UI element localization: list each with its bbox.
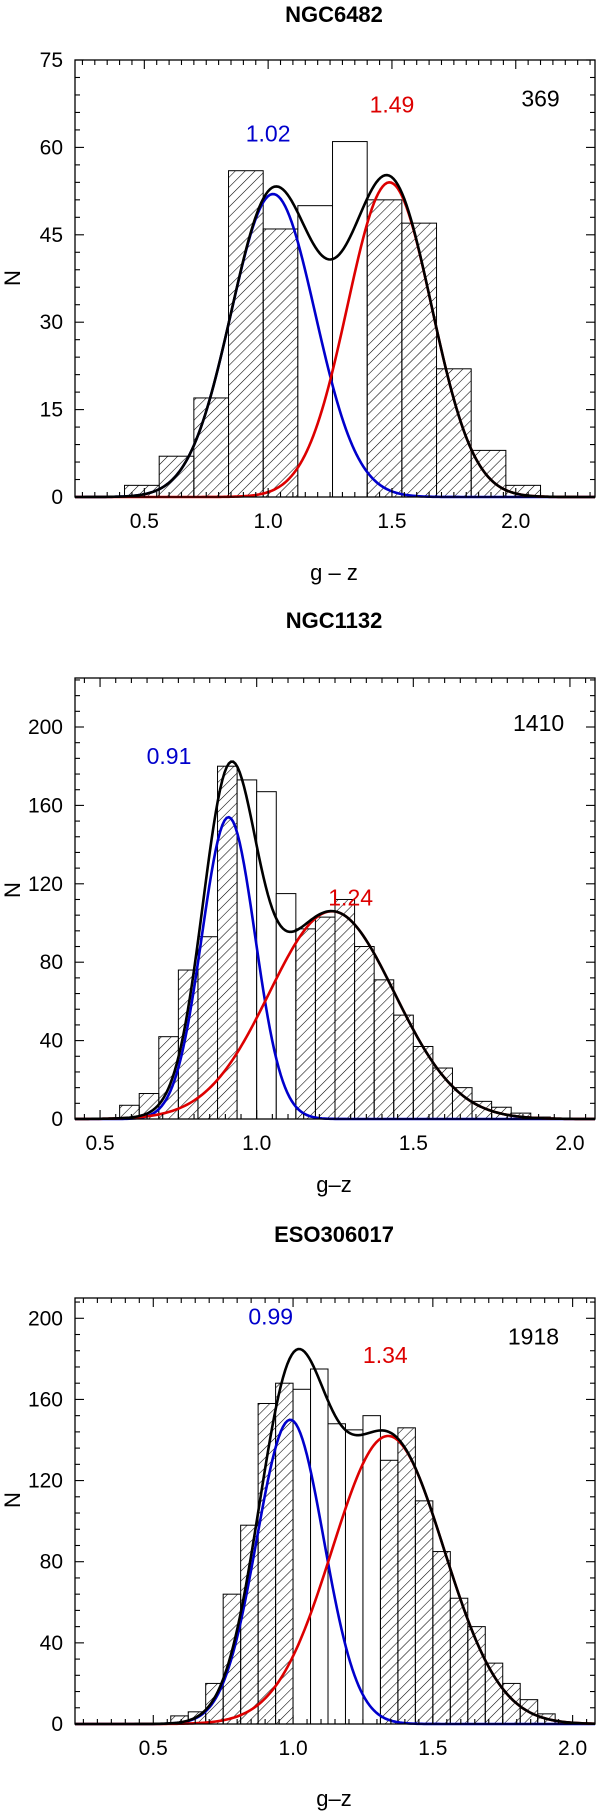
histogram-bar	[295, 928, 316, 1120]
x-tick-label: 1.0	[254, 510, 283, 533]
annotation-label: 1.34	[363, 1342, 408, 1368]
y-tick-label: 160	[28, 1388, 63, 1411]
annotation-label: 1.02	[246, 121, 291, 147]
annotation-label: 1918	[508, 1324, 559, 1350]
panel3-annotations: 0.99 1.34 1918	[248, 1303, 559, 1368]
y-tick-label: 40	[40, 1030, 63, 1053]
panel2-axes: 0.5 1.0 1.5 2.0 0 40 80 120 160 200	[28, 678, 595, 1155]
y-tick-label: 200	[28, 716, 63, 739]
panel3-title: ESO306017	[274, 1222, 394, 1247]
annotation-label: 1410	[513, 710, 564, 736]
panel2-title: NGC1132	[286, 608, 383, 633]
y-tick-label: 15	[40, 399, 63, 422]
panel2-xlabel: g–z	[316, 1172, 351, 1197]
histogram-bar	[332, 141, 368, 498]
panel1-bars	[124, 141, 542, 498]
panel2-bars	[119, 765, 551, 1120]
histogram-bar	[484, 1662, 504, 1725]
sum-curve	[75, 760, 596, 1121]
y-tick-label: 120	[28, 1470, 63, 1493]
histogram-bar	[432, 1551, 451, 1725]
histogram-bar	[451, 1087, 473, 1120]
panel2-ylabel: N	[0, 882, 25, 898]
x-tick-label: 2.0	[501, 510, 530, 533]
x-tick-label: 0.5	[130, 510, 159, 533]
annotation-label: 369	[521, 86, 559, 112]
panel1-xlabel: g – z	[310, 560, 358, 585]
x-tick-label: 1.5	[418, 1737, 447, 1760]
x-tick-label: 2.0	[555, 1132, 584, 1155]
x-tick-label: 1.5	[377, 510, 406, 533]
histogram-bar	[354, 946, 375, 1120]
panel3-axes: 0.5 1.0 1.5 2.0 0 40 80 120 160 200	[28, 1298, 595, 1760]
panel3-ylabel: N	[0, 1492, 25, 1508]
x-tick-label: 2.0	[558, 1737, 587, 1760]
panel-eso306017: ESO306017 0.5 1.0 1.5 2.0 0 40 80 120 160 200 g–z…	[0, 1222, 596, 1811]
histogram-bar	[397, 1427, 416, 1725]
histogram-bar	[314, 916, 336, 1120]
y-tick-label: 120	[28, 873, 63, 896]
y-tick-label: 45	[40, 224, 63, 247]
sum-curve	[74, 173, 595, 499]
histogram-bar	[366, 199, 403, 498]
histogram-bar	[334, 898, 356, 1120]
annotation-label: 0.91	[147, 743, 192, 769]
y-tick-label: 0	[51, 1713, 63, 1736]
panel1-annotations: 1.02 1.49 369	[246, 86, 560, 147]
histogram-bar	[197, 936, 219, 1120]
histogram-bar	[193, 397, 230, 498]
histogram-bar	[256, 791, 277, 1120]
histogram-bar	[436, 368, 472, 498]
histogram-bar	[228, 170, 264, 498]
histogram-bar	[344, 1429, 364, 1725]
y-tick-label: 40	[40, 1632, 63, 1655]
histogram-bar	[414, 1500, 434, 1725]
y-tick-label: 0	[51, 486, 63, 509]
annotation-label: 1.24	[328, 884, 373, 910]
x-tick-label: 0.5	[85, 1132, 114, 1155]
x-tick-label: 1.5	[399, 1132, 428, 1155]
panel2-annotations: 0.91 1.24 1410	[147, 710, 565, 910]
histogram-bar	[262, 228, 299, 498]
y-tick-label: 200	[28, 1307, 63, 1330]
histogram-bar	[362, 1415, 381, 1725]
panel1-ylabel: N	[0, 270, 25, 286]
y-tick-label: 30	[40, 311, 63, 334]
x-tick-label: 1.0	[278, 1737, 307, 1760]
histogram-bar	[373, 979, 395, 1120]
y-tick-label: 0	[51, 1108, 63, 1131]
y-tick-label: 75	[40, 49, 63, 72]
histogram-bar	[401, 222, 438, 498]
x-tick-label: 0.5	[139, 1737, 168, 1760]
panel-ngc1132: NGC1132 0.5 1.0 1.5 2.0 0 40 80 120 160 200 g–z N…	[0, 608, 596, 1197]
y-tick-label: 160	[28, 794, 63, 817]
annotation-label: 1.49	[370, 91, 415, 117]
panel3-xlabel: g–z	[316, 1786, 351, 1811]
histogram-bar	[393, 1014, 414, 1120]
histogram-bar	[297, 205, 334, 498]
y-tick-label: 60	[40, 136, 63, 159]
y-tick-label: 80	[40, 951, 63, 974]
histogram-bar	[240, 1524, 259, 1725]
panel1-axes: 0.5 1.0 1.5 2.0 0 15 30 45 60 75	[40, 49, 595, 533]
y-tick-label: 80	[40, 1551, 63, 1574]
panel1-title: NGC6482	[285, 2, 383, 27]
histogram-bar	[275, 893, 297, 1120]
annotation-label: 0.99	[248, 1303, 293, 1329]
panel1-frame	[74, 59, 596, 498]
x-tick-label: 1.0	[242, 1132, 271, 1155]
histogram-bar	[379, 1459, 399, 1725]
histogram-bar	[449, 1597, 469, 1725]
